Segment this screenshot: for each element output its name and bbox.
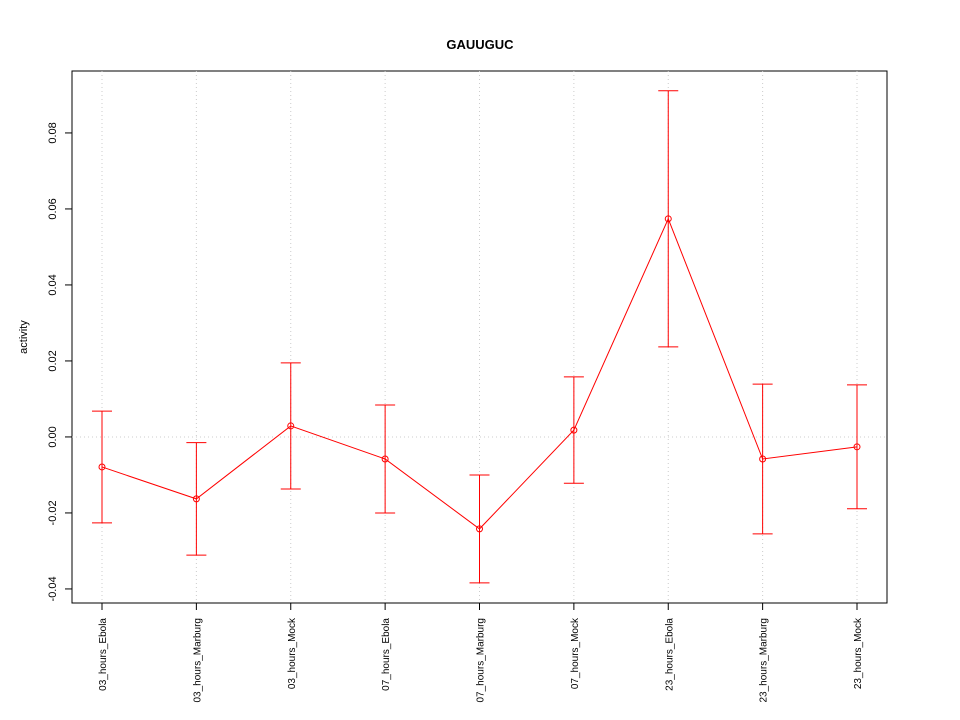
- data-point: [192, 495, 200, 503]
- x-tick-label: 23_hours_Ebola: [664, 618, 675, 691]
- y-axis-label: activity: [18, 320, 30, 354]
- y-tick-label: -0.04: [47, 576, 59, 601]
- x-tick-label: 03_hours_Ebola: [98, 618, 109, 691]
- error-bar: [280, 362, 301, 490]
- error-bar: [92, 410, 112, 524]
- data-point: [664, 215, 672, 223]
- error-bar: [847, 384, 867, 510]
- y-tick-label: 0.04: [47, 274, 59, 295]
- data-point: [570, 426, 578, 434]
- data-point: [381, 455, 389, 463]
- x-tick-label: 07_hours_Mock: [570, 617, 581, 689]
- chart-title: GAUUGUC: [446, 37, 514, 52]
- x-tick-label: 07_hours_Ebola: [381, 618, 392, 691]
- data-point: [98, 463, 106, 471]
- x-tick-label: 23_hours_Marburg: [759, 618, 770, 703]
- error-bar: [752, 383, 773, 535]
- data-point: [759, 455, 767, 463]
- data-point: [476, 525, 483, 533]
- y-tick-label: -0.02: [47, 500, 59, 525]
- error-bar: [469, 474, 490, 584]
- x-tick-label: 23_hours_Mock: [853, 617, 864, 689]
- x-tick-label: 03_hours_Mock: [287, 617, 298, 689]
- y-tick-label: 0.08: [47, 122, 59, 143]
- x-tick-label: 07_hours_Marburg: [476, 618, 487, 703]
- error-bar: [375, 404, 396, 514]
- error-bar: [563, 376, 584, 484]
- y-tick-label: 0.06: [47, 198, 59, 219]
- x-tick-label: 03_hours_Marburg: [192, 618, 203, 703]
- data-point: [853, 443, 861, 451]
- error-bar: [658, 90, 679, 348]
- y-tick-label: 0.02: [47, 350, 59, 371]
- data-point: [287, 422, 295, 430]
- error-bar: [186, 442, 207, 556]
- y-tick-label: 0.00: [47, 426, 59, 447]
